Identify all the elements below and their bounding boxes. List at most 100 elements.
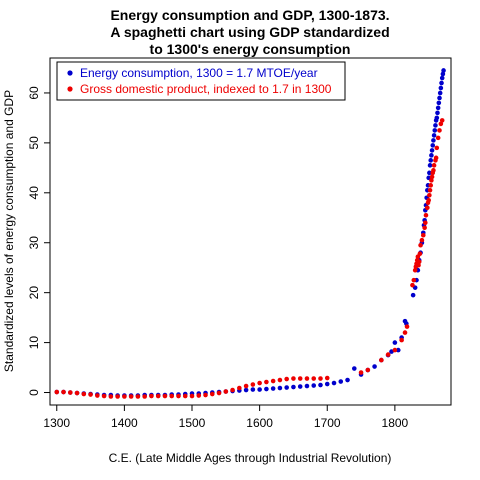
data-point-gdp — [149, 393, 154, 399]
data-point-energy — [439, 80, 444, 86]
data-point-energy — [311, 383, 317, 388]
data-point-energy — [331, 380, 337, 386]
data-point-gdp — [412, 267, 418, 273]
data-point-gdp — [95, 393, 100, 398]
data-point-gdp — [108, 394, 114, 399]
y-tick-label: 60 — [27, 86, 41, 100]
data-point-energy — [291, 384, 296, 390]
data-point-energy — [250, 387, 256, 392]
data-point-gdp — [402, 330, 408, 335]
x-tick-label: 1400 — [111, 416, 138, 430]
data-point-gdp — [88, 392, 93, 397]
data-point-gdp — [311, 376, 317, 381]
data-point-gdp — [115, 394, 120, 399]
data-point-gdp — [423, 220, 428, 226]
data-point-energy — [410, 292, 416, 298]
data-point-gdp — [237, 385, 242, 391]
data-point-gdp — [54, 389, 60, 395]
data-point-energy — [395, 347, 401, 353]
plot-frame — [49, 57, 452, 406]
data-point-gdp — [277, 377, 283, 383]
data-point-energy — [440, 71, 446, 77]
data-point-gdp — [61, 389, 66, 395]
data-point-gdp — [420, 232, 426, 238]
data-point-gdp — [162, 393, 168, 399]
y-tick-label: 50 — [27, 136, 41, 150]
data-point-energy — [432, 128, 438, 133]
x-tick-label: 1300 — [43, 416, 70, 430]
data-point-gdp — [422, 225, 427, 231]
data-point-energy — [429, 153, 434, 158]
legend-marker-gdp — [67, 86, 73, 92]
data-point-gdp — [297, 376, 303, 381]
data-point-energy — [297, 384, 303, 389]
data-point-gdp — [223, 389, 229, 394]
data-point-energy — [435, 105, 441, 111]
data-point-energy — [435, 110, 440, 116]
data-point-gdp — [419, 237, 425, 243]
data-point-energy — [284, 385, 289, 390]
x-tick-label: 1800 — [382, 416, 409, 430]
data-point-gdp — [439, 118, 445, 123]
chart-title-line-2: A spaghetti chart using GDP standardized — [110, 24, 389, 40]
data-point-energy — [372, 364, 377, 369]
series-gdp — [54, 118, 445, 399]
y-axis-label: Standardized levels of energy consumptio… — [2, 90, 16, 372]
data-point-energy — [437, 95, 442, 101]
data-point-gdp — [176, 393, 181, 399]
data-point-gdp — [284, 376, 289, 382]
data-point-gdp — [434, 145, 440, 151]
chart-title-line-3: to 1300's energy consumption — [150, 41, 351, 57]
data-point-gdp — [427, 188, 433, 193]
data-point-energy — [428, 158, 434, 163]
data-point-gdp — [417, 251, 423, 257]
data-point-energy — [431, 138, 436, 143]
data-point-energy — [264, 386, 269, 392]
data-point-gdp — [431, 168, 436, 173]
data-point-energy — [392, 340, 398, 345]
data-point-gdp — [243, 383, 249, 389]
data-point-gdp — [128, 394, 134, 399]
data-point-gdp — [411, 277, 417, 283]
data-point-gdp — [318, 376, 323, 381]
x-axis: 1300 1400 1500 1600 1700 1800 — [43, 405, 409, 430]
data-point-gdp — [418, 242, 423, 248]
data-point-gdp — [399, 337, 404, 343]
data-point-energy — [352, 366, 357, 371]
data-point-energy — [434, 115, 440, 121]
x-tick-label: 1500 — [179, 416, 206, 430]
data-point-energy — [431, 133, 437, 138]
data-point-gdp — [209, 391, 215, 397]
data-point-gdp — [429, 178, 434, 183]
data-point-gdp — [427, 193, 432, 198]
data-point-gdp — [392, 347, 398, 353]
y-tick-label: 10 — [27, 336, 41, 350]
data-point-gdp — [429, 174, 435, 180]
data-point-gdp — [410, 282, 415, 288]
y-axis: 0 10 20 30 40 50 60 — [27, 86, 50, 396]
data-point-gdp — [230, 387, 235, 393]
x-tick-label: 1700 — [314, 416, 341, 430]
data-point-energy — [429, 148, 435, 153]
data-point-energy — [270, 386, 276, 391]
data-point-gdp — [404, 324, 410, 329]
data-point-energy — [338, 379, 344, 384]
y-tick-label: 30 — [27, 236, 41, 250]
data-point-gdp — [435, 135, 441, 141]
data-point-gdp — [365, 367, 371, 373]
data-point-gdp — [385, 352, 391, 357]
y-tick-label: 0 — [27, 389, 41, 396]
data-point-gdp — [416, 259, 422, 265]
data-point-gdp — [155, 393, 161, 399]
data-point-energy — [257, 387, 262, 392]
data-point-gdp — [216, 390, 222, 396]
data-point-gdp — [431, 163, 437, 168]
data-point-gdp — [182, 393, 188, 399]
y-tick-label: 20 — [27, 286, 41, 300]
y-tick-label: 40 — [27, 186, 41, 200]
data-point-energy — [433, 123, 438, 128]
data-point-gdp — [304, 376, 310, 381]
data-point-gdp — [425, 205, 430, 211]
data-point-energy — [430, 143, 436, 148]
data-point-energy — [324, 381, 330, 387]
